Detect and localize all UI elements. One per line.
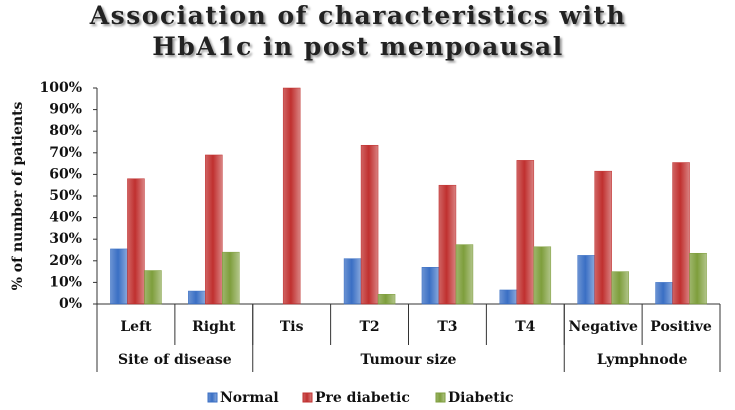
legend-swatch xyxy=(302,392,313,403)
bar xyxy=(205,154,223,305)
bar xyxy=(110,248,128,305)
legend-label: Normal xyxy=(220,390,279,406)
y-tick-label: 30% xyxy=(49,231,82,247)
x-tick-label: Tis xyxy=(280,319,304,335)
y-tick-label: 10% xyxy=(49,274,82,290)
y-axis-label: % of number of patients xyxy=(10,101,26,290)
bar xyxy=(499,289,518,305)
legend-swatch xyxy=(207,392,218,403)
y-tick-label: 80% xyxy=(49,123,82,139)
y-tick-label: 90% xyxy=(49,102,82,118)
bar xyxy=(672,162,690,305)
x-tick-label: Right xyxy=(192,319,236,335)
legend-swatch xyxy=(435,392,446,403)
bar xyxy=(611,271,629,305)
y-tick-label: 0% xyxy=(59,296,82,312)
bar xyxy=(222,251,240,305)
bar xyxy=(343,258,362,305)
bar xyxy=(438,184,457,305)
x-tick-label: T2 xyxy=(359,319,379,335)
bar xyxy=(144,270,162,305)
bar xyxy=(516,160,535,305)
x-tick-label: Left xyxy=(120,319,152,335)
y-tick-label: 50% xyxy=(49,188,82,204)
group-label: Tumour size xyxy=(361,352,457,368)
bar xyxy=(577,255,595,305)
bar xyxy=(655,282,673,305)
legend-label: Diabetic xyxy=(448,390,514,406)
bar xyxy=(360,144,379,305)
y-tick-label: 40% xyxy=(49,210,82,226)
group-label: Lymphnode xyxy=(597,352,688,368)
bar xyxy=(455,244,474,305)
bar xyxy=(188,290,206,305)
bar xyxy=(127,178,145,305)
bar xyxy=(689,252,707,305)
bar xyxy=(282,87,301,305)
group-label: Site of disease xyxy=(118,352,232,368)
x-tick-label: T3 xyxy=(437,319,457,335)
bar xyxy=(594,170,612,305)
chart-title: Association of characteristics with HbA1c… xyxy=(89,1,627,61)
x-tick-label: T4 xyxy=(515,319,535,335)
x-tick-label: Negative xyxy=(568,319,637,335)
bar xyxy=(533,246,552,305)
bar xyxy=(377,294,396,305)
y-tick-label: 20% xyxy=(49,253,82,269)
y-tick-label: 100% xyxy=(39,80,82,96)
y-tick-label: 70% xyxy=(49,145,82,161)
y-tick-label: 60% xyxy=(49,166,82,182)
bar xyxy=(421,267,440,305)
legend-label: Pre diabetic xyxy=(315,390,410,406)
x-tick-label: Positive xyxy=(650,319,712,335)
